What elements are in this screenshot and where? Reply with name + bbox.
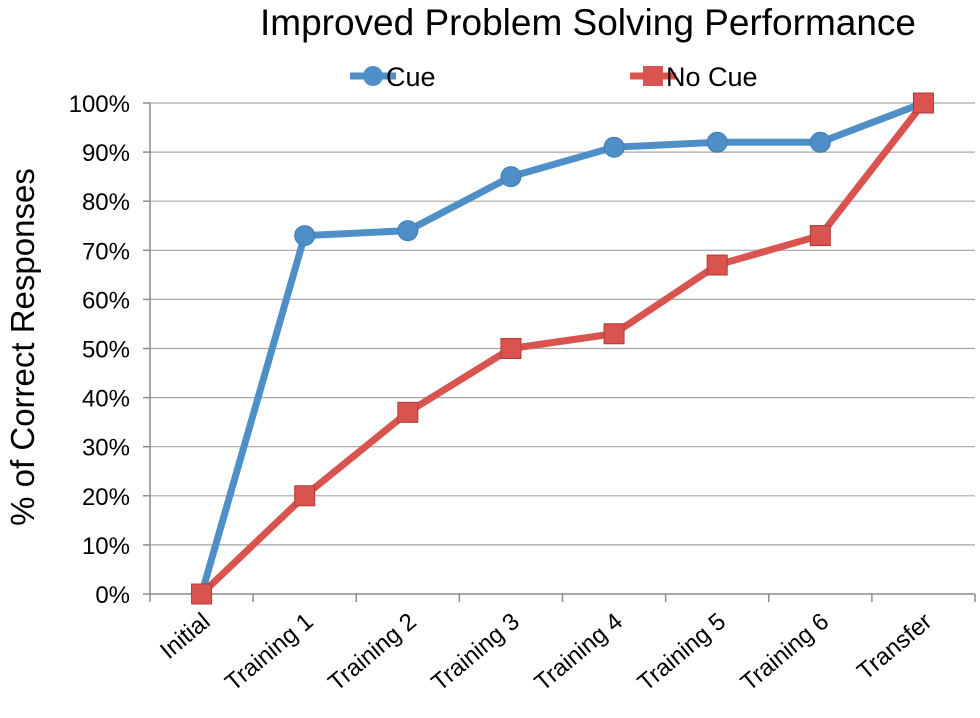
data-point [397,401,419,423]
y-tick-label: 20% [82,484,130,511]
y-tick-label: 10% [82,533,130,560]
x-tick-label: Training 1 [220,608,318,697]
x-tick-label: Training 2 [323,608,421,697]
legend-label: No Cue [666,62,758,92]
data-point [191,583,213,605]
data-point [294,225,316,247]
data-point [809,225,831,247]
y-tick-label: 80% [82,189,130,216]
data-point [500,338,522,359]
y-tick-label: 60% [82,287,130,314]
x-tick-label: Training 6 [736,608,834,697]
legend-label: Cue [386,62,436,92]
x-tick-label: Training 3 [426,608,524,697]
series-line [198,99,927,598]
series-line [198,99,927,598]
series-group [191,92,934,605]
legend-marker [643,66,663,86]
data-point [500,166,522,188]
y-axis-label: % of Correct Responses [4,168,41,526]
axes [143,102,976,602]
data-point [706,254,728,276]
x-tick-label: Initial [155,608,215,665]
gridlines [150,102,975,546]
y-tick-label: 40% [82,386,130,413]
x-tick-label: Training 5 [633,608,731,697]
x-tick-label: Training 4 [529,608,627,697]
x-tick-labels: Initial Training 1 Training 2 Training 3 Tra… [155,608,937,697]
y-tick-label: 30% [82,435,130,462]
y-tick-labels: 0% 10% 20% 30% 40% 50% 60% 70% 80% 90% 100% [69,91,130,609]
y-tick-label: 50% [82,337,130,364]
data-point [706,131,728,153]
y-tick-label: 100% [69,91,130,118]
y-tick-label: 0% [95,582,130,609]
data-point [397,220,419,242]
y-tick-label: 90% [82,140,130,167]
chart-title: Improved Problem Solving Performance [260,2,916,43]
data-point [294,485,316,507]
data-point [912,92,934,114]
data-point [603,323,625,345]
data-point [809,131,831,153]
x-tick-label: Transfer [852,608,937,686]
y-tick-label: 70% [82,238,130,265]
data-point [603,136,625,158]
legend-marker [363,66,383,86]
legend: Cue No Cue [350,62,758,92]
